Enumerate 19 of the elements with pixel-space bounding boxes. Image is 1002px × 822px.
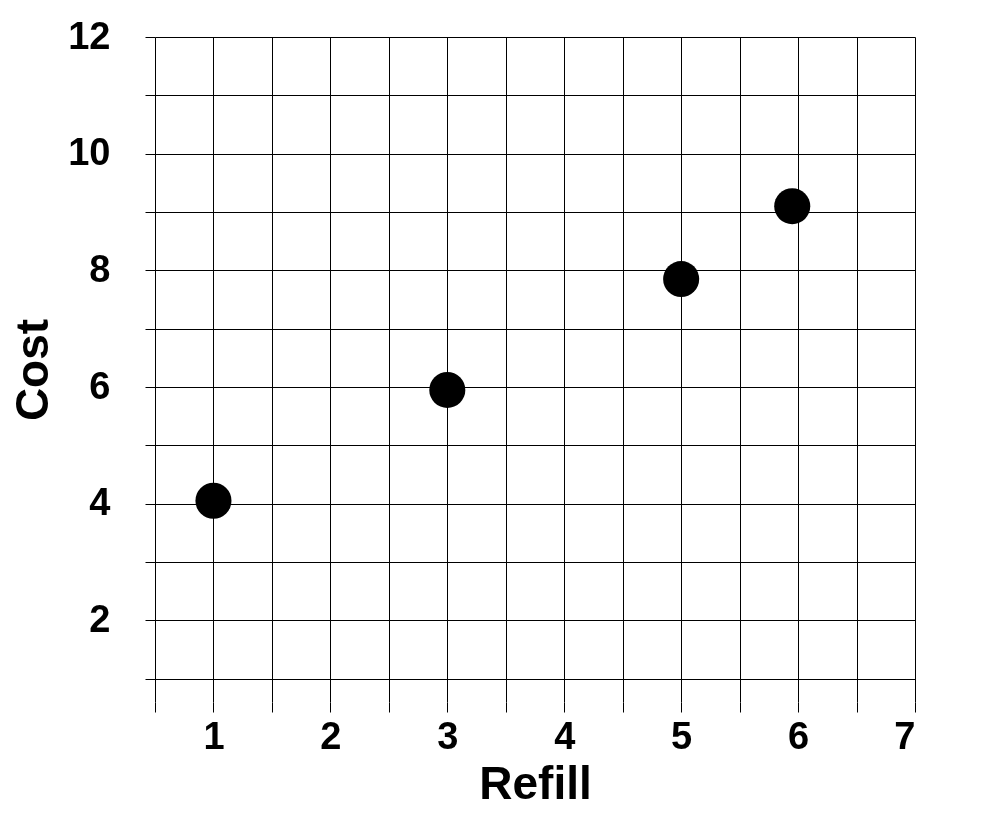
point xyxy=(774,188,811,225)
point xyxy=(429,371,466,408)
y-tick-label: 6 xyxy=(89,364,111,407)
y-tick-label: 2 xyxy=(89,597,111,640)
x-tick-label: 3 xyxy=(437,714,459,757)
x-tick-label: 5 xyxy=(671,714,693,757)
point xyxy=(663,261,700,298)
y-axis-title: Cost xyxy=(6,318,59,422)
y-tick-label: 4 xyxy=(89,481,111,524)
x-tick-label: 7 xyxy=(894,714,916,757)
x-tick-label: 4 xyxy=(554,714,576,757)
x-tick-label: 1 xyxy=(203,714,225,757)
y-tick-label: 10 xyxy=(68,131,111,174)
x-axis-title: Refill xyxy=(479,756,592,809)
x-tick-label: 2 xyxy=(320,714,342,757)
point xyxy=(195,482,232,519)
y-tick-label: 8 xyxy=(89,247,111,290)
y-tick-label: 12 xyxy=(68,14,111,57)
x-tick-label: 6 xyxy=(788,714,810,757)
